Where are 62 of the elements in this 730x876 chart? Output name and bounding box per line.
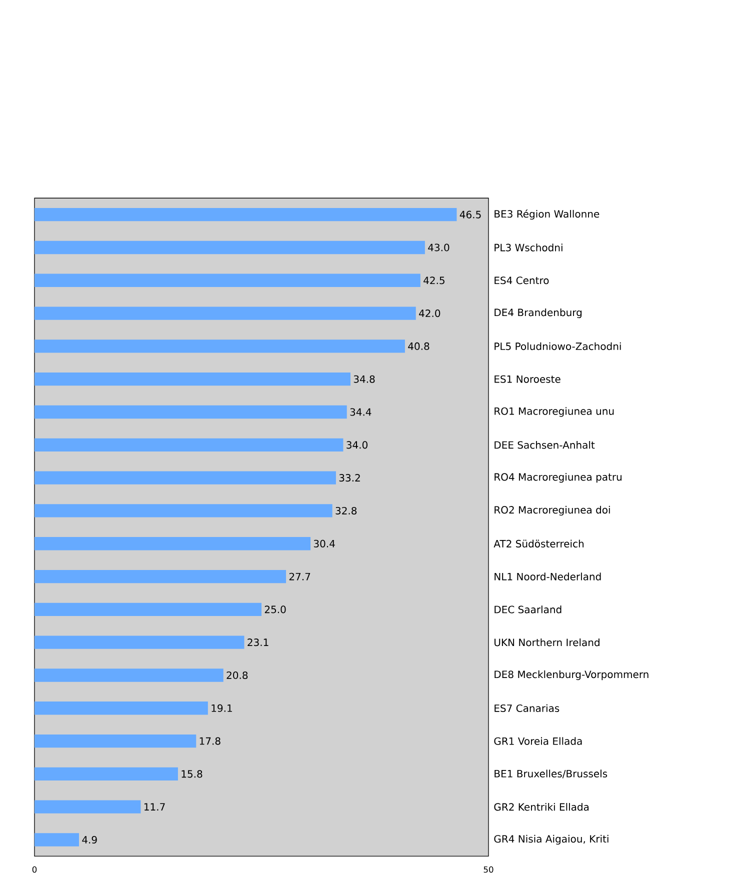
data-label: 42.5: [424, 276, 445, 284]
bar: [34, 405, 347, 419]
x-tick-label: 50: [484, 866, 494, 873]
y-tick-label: UKN Northern Ireland: [494, 638, 600, 646]
bar: [34, 767, 178, 781]
bar: [34, 800, 141, 814]
y-tick-label: DEE Sachsen-Anhalt: [494, 441, 595, 449]
y-tick-label: AT2 Südösterreich: [494, 540, 584, 548]
y-tick-label: PL3 Wschodni: [494, 244, 562, 252]
bar: [34, 602, 262, 616]
data-label: 43.0: [428, 244, 450, 252]
y-tick-label: RO4 Macroregiunea patru: [494, 472, 622, 483]
y-tick-label: GR1 Voreia Ellada: [494, 737, 582, 745]
bar: [34, 240, 426, 254]
bar: [34, 504, 332, 518]
y-tick-label: DE4 Brandenburg: [494, 308, 582, 318]
data-label: 25.0: [265, 606, 286, 614]
bar: [34, 208, 457, 222]
data-label: 40.8: [408, 342, 430, 350]
bar: [34, 471, 336, 484]
data-label: 46.5: [460, 210, 481, 218]
y-tick-label: NL1 Noord-Nederland: [494, 572, 601, 580]
bar: [34, 274, 421, 287]
x-tick-label: 0: [32, 866, 37, 873]
data-label: 42.0: [419, 310, 440, 318]
data-label: 23.1: [248, 638, 268, 646]
y-tick-label: GR4 Nisia Aigaiou, Kriti: [494, 834, 608, 845]
y-tick-label: RO1 Macroregiunea unu: [494, 407, 614, 417]
data-label: 4.9: [82, 836, 97, 844]
y-tick-label: BE1 Bruxelles/Brussels: [494, 770, 608, 778]
data-label: 33.2: [340, 474, 360, 482]
bar: [34, 537, 311, 550]
bar: [34, 668, 224, 682]
y-tick-label: DE8 Mecklenburg-Vorpommern: [494, 670, 648, 680]
bar: [34, 306, 416, 320]
data-label: 30.4: [314, 540, 336, 548]
data-label: 32.8: [336, 506, 357, 514]
y-tick-label: RO2 Macroregiunea doi: [494, 506, 610, 516]
data-label: 27.7: [290, 572, 310, 580]
y-tick-label: DEC Saarland: [494, 606, 562, 614]
bar: [34, 833, 80, 846]
bar: [34, 438, 344, 452]
bar: [34, 570, 286, 584]
data-label: 17.8: [200, 737, 220, 745]
y-tick-label: PL5 Poludniowo-Zachodni: [494, 342, 621, 350]
data-label: 34.0: [346, 441, 368, 449]
y-tick-label: ES4 Centro: [494, 276, 549, 284]
y-tick-label: GR2 Kentriki Ellada: [494, 802, 589, 811]
bar: [34, 636, 244, 649]
data-label: 20.8: [226, 671, 248, 680]
y-tick-label: BE3 Région Wallonne: [494, 210, 600, 220]
data-label: 19.1: [212, 704, 232, 712]
bar: [34, 340, 406, 353]
data-label: 34.8: [354, 375, 375, 383]
data-label: 11.7: [144, 803, 165, 810]
bar: [34, 702, 208, 715]
data-label: 34.4: [350, 408, 372, 416]
data-label: 15.8: [182, 770, 202, 778]
y-tick-label: ES7 Canarias: [494, 704, 560, 712]
bar: [34, 372, 351, 386]
bar: [34, 734, 196, 748]
y-tick-label: ES1 Noroeste: [494, 375, 560, 383]
